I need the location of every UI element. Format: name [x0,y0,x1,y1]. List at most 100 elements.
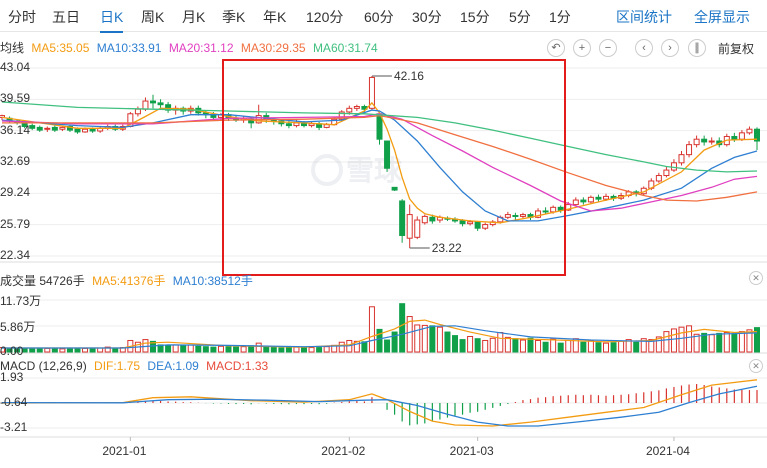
volume-bar [36,348,43,353]
price-y-tick: 39.59 [0,91,31,106]
tab-15min[interactable]: 15分 [460,9,490,25]
fullscreen-button[interactable]: 全屏显示 [694,9,750,25]
vol-ma10-legend: MA10:38512手 [172,274,253,288]
volume-bar [512,338,519,353]
volume-bar [104,346,111,353]
candle-down [429,216,436,222]
volume-bar [587,340,594,353]
volume-bar [535,339,542,353]
dif-line [1,379,758,427]
tab-five-day[interactable]: 五日 [52,9,80,25]
candle-up [338,111,345,120]
macd-panel [1,379,758,427]
price-y-tick: 36.14 [0,122,31,137]
ma5-legend: MA5:35.05 [31,41,90,55]
candle-up [550,206,557,213]
tab-5min[interactable]: 5分 [509,9,531,25]
volume-ma5-line [2,319,758,349]
volume-bar [384,339,391,353]
volume-bar [240,346,247,353]
price-adjust-toggle[interactable]: 前复权 [718,42,755,56]
candle-up [535,210,542,218]
range-stats-button[interactable]: 区间统计 [616,9,672,25]
high-annotation: 42.16 [394,69,424,83]
volume-bar [97,347,104,353]
volume-bar [663,331,670,353]
candle-down [580,199,587,203]
volume-bar [452,335,458,353]
undo-icon[interactable]: ↶ [547,39,565,57]
vol-ma5-legend: MA5:41376手 [92,274,166,288]
volume-bar [648,339,655,353]
volume-ma10-line [2,325,758,349]
candle-up [693,138,700,146]
volume-bar [678,326,685,353]
candle-down [542,210,549,213]
volume-bar [421,324,428,353]
candle-down [512,214,519,217]
candle-up [82,128,89,133]
volume-bar [29,347,36,353]
candle-up [670,162,677,171]
candle-up [663,169,670,177]
price-panel: 42.16 23.22 [0,69,760,255]
macd-close-icon[interactable]: ✕ [749,359,763,373]
low-annotation: 23.22 [432,241,462,255]
ma60-line [1,101,758,173]
tab-60min[interactable]: 60分 [364,9,394,25]
candle-down [89,128,96,132]
volume-bar [504,336,511,353]
candle-up [414,219,421,238]
volume-bar [693,333,700,353]
zoom-in-icon[interactable]: + [573,39,591,57]
volume-bar [542,341,549,353]
price-y-tick: 25.79 [0,216,31,231]
volume-bar [316,347,323,353]
tab-120min[interactable]: 120分 [306,9,344,25]
volume-bar [308,347,315,353]
tab-quarterly-k[interactable]: 季K [222,9,246,25]
next-icon[interactable]: › [661,39,679,57]
price-legend: 均线 MA5:35.05 MA10:33.91 MA20:31.12 MA30:… [0,39,382,56]
candle-down [384,140,391,169]
macd-value-legend: MACD:1.33 [206,359,269,373]
tab-30min[interactable]: 30分 [412,9,442,25]
candle-down [157,102,164,106]
candle-down [474,221,481,229]
candle-down [150,100,156,104]
volume-bar [406,316,413,353]
candle-down [285,123,292,127]
tab-yearly-k[interactable]: 年K [263,9,287,25]
volume-bar [414,324,421,353]
candle-down [391,186,398,191]
candle-up [519,214,526,217]
volume-bar [595,342,602,353]
price-y-tick: 32.69 [0,154,31,168]
watermark-text: 雪球 [346,155,403,186]
volume-bar [519,339,526,353]
volume-bar [633,341,640,353]
tab-weekly-k[interactable]: 周K [141,9,165,25]
tab-1min[interactable]: 1分 [549,9,571,25]
volume-bar [429,325,436,353]
volume-bar [391,331,398,353]
candle-down [36,126,43,131]
volume-close-icon[interactable]: ✕ [749,271,763,285]
pause-icon[interactable]: ∥ [688,39,706,57]
volume-bar [225,346,232,353]
volume-bar [603,342,609,353]
tab-intraday[interactable]: 分时 [8,9,36,25]
macd-y-tick: 1.93 [0,370,24,384]
volume-bar [701,332,708,353]
candle-down [21,123,28,127]
tab-monthly-k[interactable]: 月K [182,9,206,25]
volume-bar [444,331,451,353]
volume-bar [610,342,617,353]
ma30-line [2,114,758,202]
macd-y-tick: -3.21 [0,420,28,434]
prev-icon[interactable]: ‹ [635,39,653,57]
tab-daily-k[interactable]: 日K [100,9,124,33]
zoom-out-icon[interactable]: − [599,39,617,57]
candle-down [557,206,564,211]
